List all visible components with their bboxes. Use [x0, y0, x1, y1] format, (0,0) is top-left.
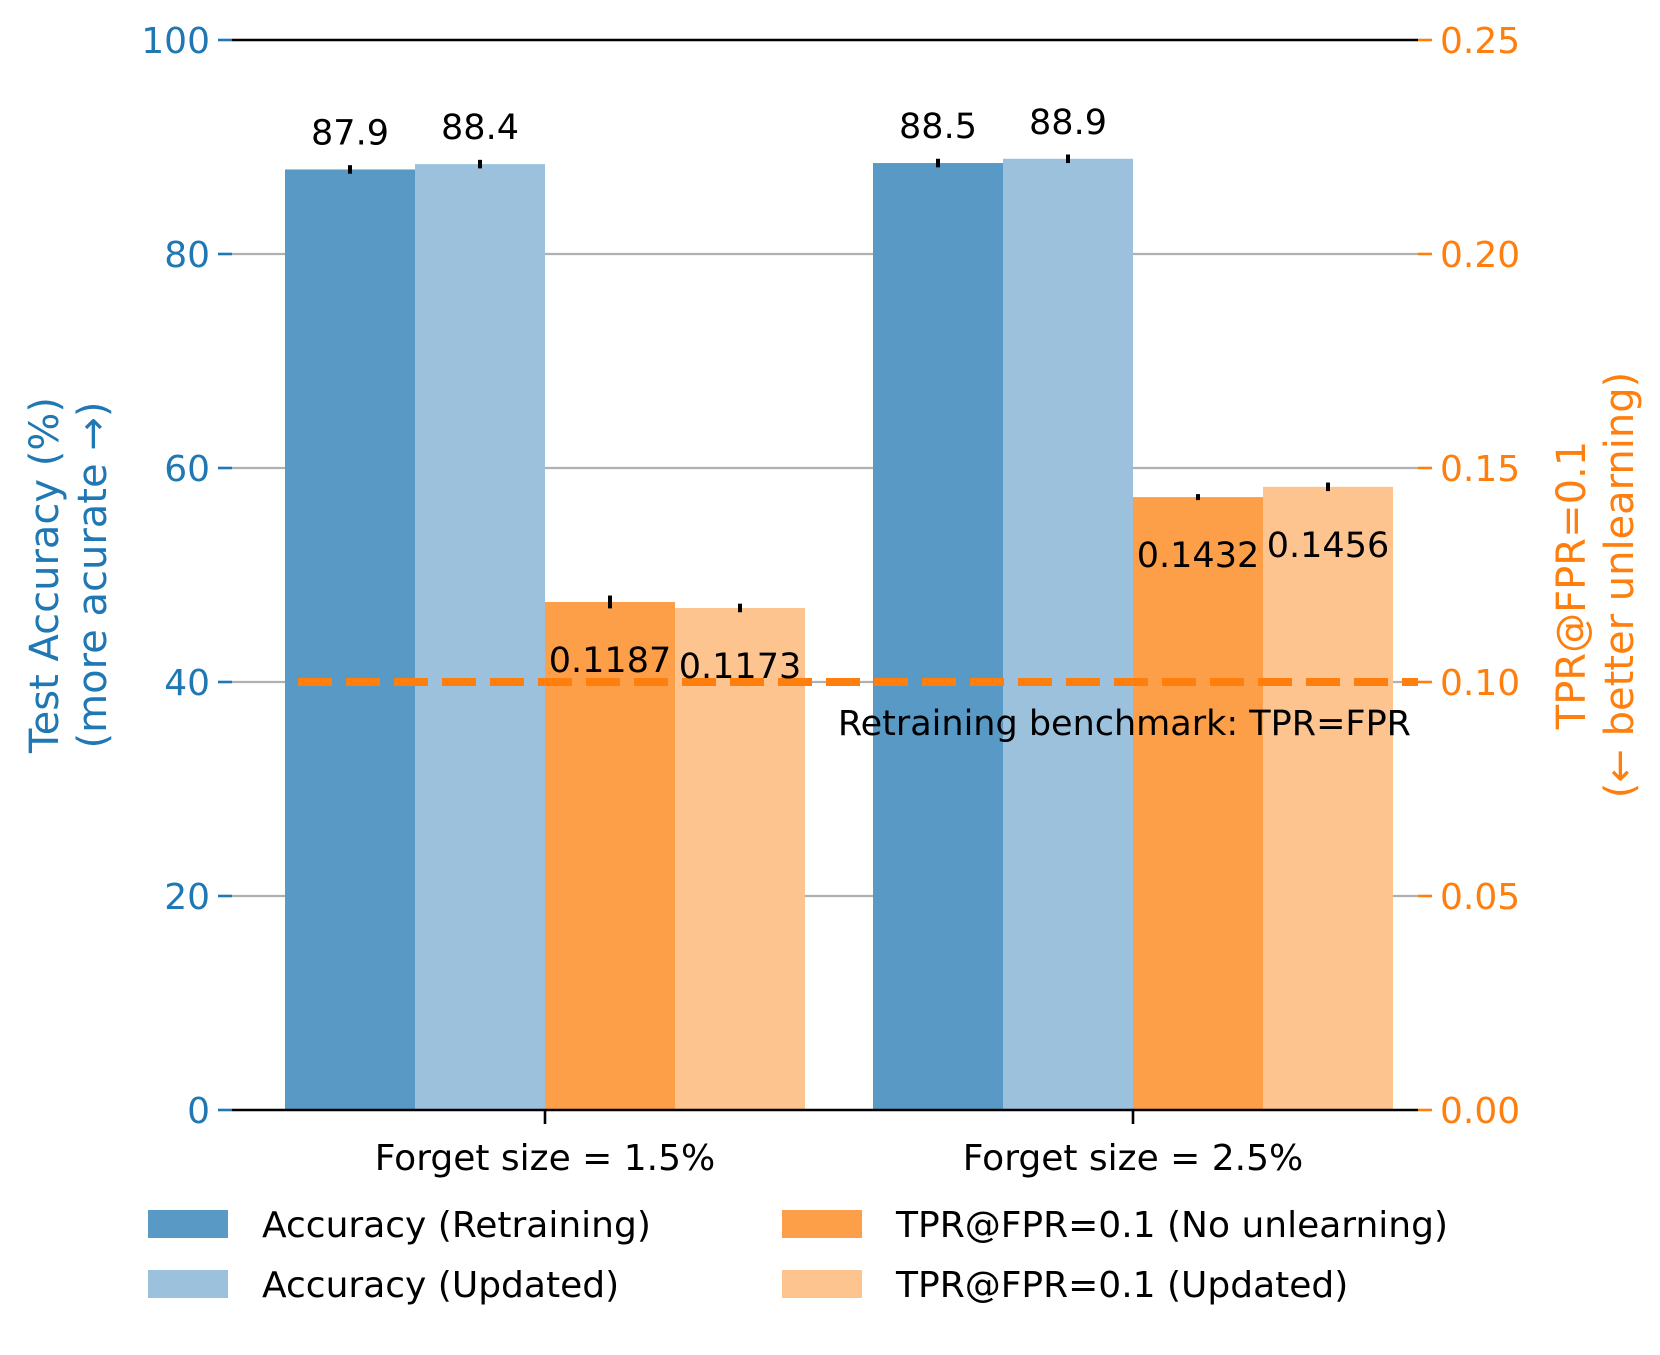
left-tick-label: 60	[164, 449, 210, 490]
legend-swatch	[782, 1270, 862, 1298]
data-label: 88.4	[441, 108, 519, 148]
bar-3-1	[545, 601, 675, 1110]
right-tick-label: 0.05	[1440, 877, 1520, 918]
right-tick-label: 0.00	[1440, 1091, 1520, 1132]
x-tick-label: Forget size = 1.5%	[375, 1138, 716, 1179]
bar-1-2	[873, 163, 1003, 1111]
right-axis-subtitle: (← better unlearning)	[1597, 372, 1643, 798]
right-tick-label: 0.20	[1440, 235, 1520, 276]
left-tick-label: 80	[164, 235, 210, 276]
bar-4-1	[675, 607, 805, 1110]
legend-label: Accuracy (Retraining)	[262, 1205, 651, 1246]
legend-label: TPR@FPR=0.1 (Updated)	[895, 1265, 1348, 1306]
right-tick-label: 0.25	[1440, 21, 1520, 62]
bar-4-2	[1263, 486, 1393, 1110]
bar-2-2	[1003, 158, 1133, 1110]
data-label: 87.9	[311, 113, 389, 153]
data-label: 0.1187	[549, 641, 671, 681]
data-label: 88.5	[899, 107, 977, 147]
bar-3-2	[1133, 497, 1263, 1110]
legend-swatch	[782, 1210, 862, 1238]
legend-label: Accuracy (Updated)	[262, 1265, 619, 1306]
data-label: 0.1456	[1267, 526, 1389, 566]
legend-swatch	[148, 1210, 228, 1238]
x-tick-label: Forget size = 2.5%	[963, 1138, 1304, 1179]
data-label: 0.1432	[1137, 536, 1259, 576]
left-axis-subtitle: (more acurate →)	[70, 402, 116, 749]
right-tick-label: 0.10	[1440, 663, 1520, 704]
left-tick-label: 100	[141, 21, 210, 62]
right-axis-title: TPR@FPR=0.1	[1549, 441, 1595, 730]
bar-1-1	[285, 169, 415, 1111]
left-tick-label: 0	[187, 1091, 210, 1132]
bar-2-1	[415, 164, 545, 1110]
data-label: 0.1173	[679, 647, 801, 687]
left-tick-label: 40	[164, 663, 210, 704]
legend-label: TPR@FPR=0.1 (No unlearning)	[895, 1205, 1448, 1246]
legend-swatch	[148, 1270, 228, 1298]
data-label: 88.9	[1029, 103, 1107, 143]
left-tick-label: 20	[164, 877, 210, 918]
right-tick-label: 0.15	[1440, 449, 1520, 490]
left-axis-title: Test Accuracy (%)	[22, 397, 68, 754]
reference-line-label: Retraining benchmark: TPR=FPR	[838, 704, 1411, 744]
